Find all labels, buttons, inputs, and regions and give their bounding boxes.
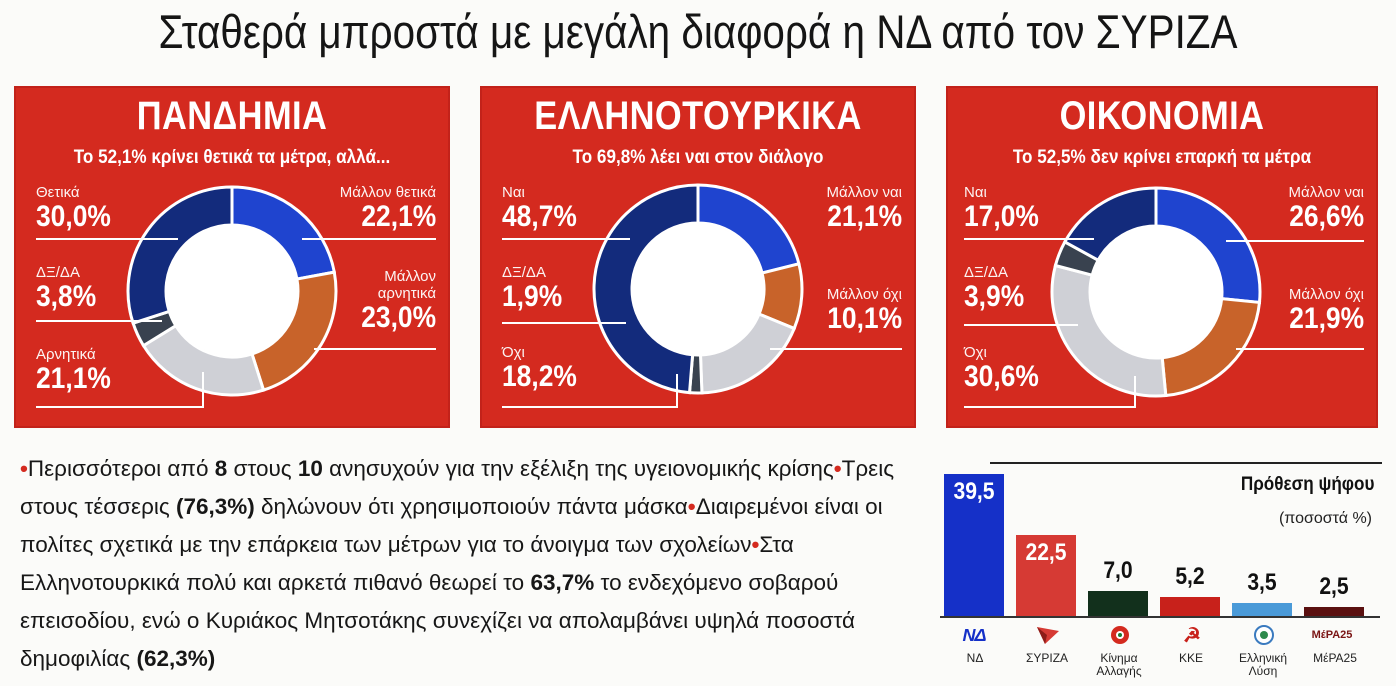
panel-subtitle: Το 69,8% λέει ναι στον διάλογο (572, 147, 824, 168)
bar (944, 474, 1004, 616)
elliniki-lysi-logo-icon (1234, 624, 1294, 646)
nd-logo-icon: ΝΔ (962, 624, 986, 645)
party-name: ΚΚΕ (1178, 651, 1203, 665)
donut-slice (592, 183, 700, 395)
kke-logo-icon: ☭ (1183, 624, 1201, 647)
donut-chart (126, 185, 338, 397)
chart-title: Πρόθεση ψήφου (1240, 474, 1374, 495)
party-name: Ελληνική Λύση (1238, 651, 1288, 678)
leader-line (964, 406, 1136, 408)
slice-label-dkna: ΔΞ/ΔΑ 3,9% (964, 264, 1025, 313)
donut-hole (633, 224, 763, 354)
party-name: Κίνημα Αλλαγής (1096, 651, 1142, 678)
slice-label-rather-yes: Μάλλον ναι 21,1% (826, 184, 902, 233)
leader-line (502, 238, 630, 240)
leader-line (36, 320, 162, 322)
mera25-logo-icon: ΜέΡΑ25 (1311, 629, 1353, 641)
leader-line (1226, 240, 1364, 242)
panel-subtitle: Το 52,1% κρίνει θετικά τα μέτρα, αλλά... (73, 147, 391, 168)
syriza-logo-icon (1018, 624, 1078, 646)
kinal-logo-icon (1090, 624, 1150, 646)
slice-label-rather-no: Μάλλον όχι 21,9% (1288, 286, 1364, 335)
bar-value-label: 7,0 (1103, 556, 1133, 584)
slice-label-no: Όχι 30,6% (964, 344, 1039, 393)
panel-pandemic: ΠΑΝΔΗΜΙΑ Το 52,1% κρίνει θετικά τα μέτρα… (14, 86, 450, 428)
bar (1160, 597, 1220, 616)
slice-label-rather-no: Μάλλον όχι 10,1% (826, 286, 902, 335)
bar (1016, 535, 1076, 616)
bar-value-label: 39,5 (953, 478, 995, 505)
leader-line (676, 374, 678, 408)
bar-value-label: 2,5 (1319, 573, 1349, 600)
leader-line (302, 238, 436, 240)
leader-line (36, 406, 204, 408)
slice-label-dkna: ΔΞ/ΔΑ 3,8% (36, 264, 97, 313)
slice-label-yes: Ναι 48,7% (502, 184, 577, 233)
donut-hole (167, 226, 297, 356)
leader-line (964, 238, 1094, 240)
party-name: ΝΔ (966, 651, 984, 665)
slice-label-no: Όχι 18,2% (502, 344, 577, 393)
bar-value-label: 3,5 (1247, 569, 1277, 597)
slice-label-positive: Θετικά 30,0% (36, 184, 111, 233)
slice-label-dkna: ΔΞ/ΔΑ 1,9% (502, 264, 563, 313)
donut-chart (592, 183, 804, 395)
leader-line (502, 322, 626, 324)
leader-line (36, 238, 178, 240)
chart-baseline (940, 616, 1380, 618)
slice-label-rather-positive: Μάλλον θετικά 22,1% (339, 184, 436, 233)
donut-slice (126, 185, 234, 326)
bar-value-label: 5,2 (1175, 563, 1205, 591)
slice-label-rather-yes: Μάλλον ναι 26,6% (1288, 184, 1364, 233)
panel-economy: ΟΙΚΟΝΟΜΙΑ Το 52,5% δεν κρίνει επαρκή τα … (946, 86, 1378, 428)
bar (1304, 607, 1364, 616)
bar (1088, 590, 1148, 616)
party-name: ΣΥΡΙΖΑ (1025, 651, 1069, 665)
leader-line (502, 406, 678, 408)
donut-slice (1062, 186, 1158, 263)
leader-line (1134, 376, 1136, 408)
panel-title: ΟΙΚΟΝΟΜΙΑ (1059, 94, 1265, 138)
slice-label-yes: Ναι 17,0% (964, 184, 1039, 233)
panel-title: ΠΑΝΔΗΜΙΑ (136, 94, 328, 138)
chart-subtitle: (ποσοστά %) (1278, 510, 1372, 527)
donut-slice (1050, 263, 1168, 398)
leader-line (314, 348, 436, 350)
headline: Σταθερά μπροστά με μεγάλη διαφορά η ΝΔ α… (158, 5, 1238, 58)
panel-subtitle: Το 52,5% δεν κρίνει επαρκή τα μέτρα (1012, 147, 1312, 168)
donut-hole (1091, 227, 1221, 357)
party-name: ΜέΡΑ25 (1313, 651, 1357, 665)
bar-value-label: 22,5 (1025, 539, 1067, 567)
leader-line (1236, 348, 1364, 350)
leader-line (964, 324, 1078, 326)
leader-line (202, 372, 204, 408)
leader-line (770, 348, 902, 350)
vote-intention-chart: Πρόθεση ψήφου (ποσοστά %) 39,5 22,5 7,0 5,2… (940, 448, 1382, 684)
slice-label-rather-negative: Μάλλον αρνητικά 23,0% (361, 268, 436, 334)
slice-label-negative: Αρνητικά 21,1% (36, 346, 111, 395)
donut-chart (1050, 186, 1262, 398)
notes-text: •Περισσότεροι από 8 στους 10 ανησυχούν γ… (20, 456, 895, 671)
chart-top-rule (990, 462, 1382, 464)
panel-title: ΕΛΛΗΝΟΤΟΥΡΚΙΚΑ (534, 94, 862, 138)
bar (1232, 603, 1292, 616)
panel-greek-turkish: ΕΛΛΗΝΟΤΟΥΡΚΙΚΑ Το 69,8% λέει ναι στον δι… (480, 86, 916, 428)
